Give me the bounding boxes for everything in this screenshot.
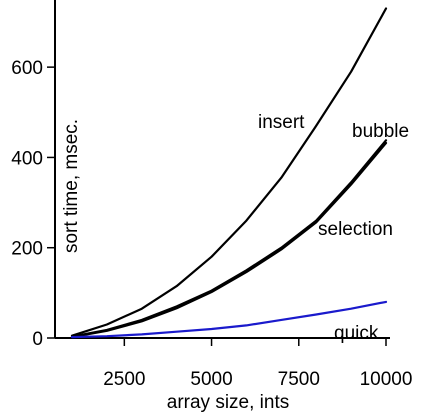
series-line-bubble [70,139,388,338]
y-tick-label: 600 [11,58,43,79]
axes [54,0,390,339]
series-label-selection: selection [318,219,393,240]
series-line-selection [70,141,388,339]
x-tick-label: 7500 [278,369,320,390]
series-line-insert [70,7,388,337]
series-line-quick [70,300,388,339]
series-lines [70,7,388,339]
x-axis-label: array size, ints [167,392,289,413]
y-tick-label: 200 [11,239,43,260]
y-tick-label: 0 [32,329,43,350]
series-label-quick: quick [334,323,379,344]
y-ticks: 0 200 400 600 [11,58,55,350]
series-label-insert: insert [258,112,305,133]
series-labels: insert bubble selection quick [258,112,409,344]
x-tick-label: 2500 [103,369,145,390]
series-label-bubble: bubble [352,121,409,142]
y-axis-label: sort time, msec. [61,119,82,253]
x-tick-label: 10000 [360,369,413,390]
y-tick-label: 400 [11,148,43,169]
x-ticks: 2500 5000 7500 10000 [103,338,412,390]
x-tick-label: 5000 [190,369,232,390]
